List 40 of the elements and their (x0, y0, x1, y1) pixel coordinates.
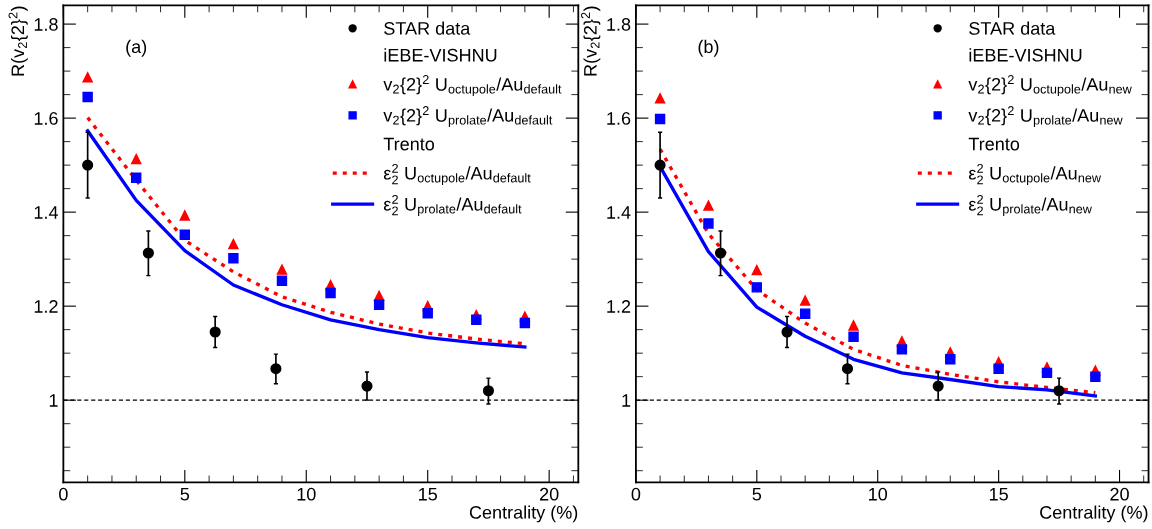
y-tick-label: 1.8 (607, 18, 631, 31)
y-tick-label: 1 (622, 394, 631, 407)
x-tick-label: 5 (180, 487, 190, 501)
x-tick-label: 20 (1110, 487, 1129, 501)
x-tick-label: 0 (631, 487, 641, 501)
annotation: Trento (968, 137, 1020, 151)
y-axis-title: R(v$_{2}${2}$^{2}$) (8, 6, 28, 76)
x-tick-label: 15 (419, 487, 437, 501)
x-tick-label: 10 (297, 487, 316, 501)
annotation: Trento (383, 137, 435, 151)
legend-label: v$_{2}${2}$^{2}$ U$_{prolate}$/Au$_{new}$ (968, 106, 1123, 128)
y-tick-label: 1.2 (607, 300, 631, 313)
legend-label: ε$^{2}$$_{2}$ U$_{prolate}$/Au$_{default}$ (383, 194, 522, 216)
x-tick-label: 10 (869, 487, 888, 501)
y-tick-label: 1.2 (34, 300, 58, 313)
annotation: iEBE-VISHNU (384, 48, 497, 62)
legend-label: ε$^{2}$$_{2}$ U$_{octupole}$/Au$_{default}$ (383, 163, 531, 185)
legend-label: STAR data (969, 21, 1056, 35)
legend-label: v$_{2}${2}$^{2}$ U$_{prolate}$/Au$_{default}$ (383, 106, 553, 128)
y-tick-label: 1.6 (34, 112, 58, 125)
legend-label: STAR data (384, 21, 471, 35)
x-tick-label: 5 (752, 487, 762, 501)
y-tick-label: 1.8 (34, 18, 58, 31)
y-tick-label: 1.6 (607, 112, 631, 125)
y-axis-title: R(v$_{2}${2}$^{2}$) (581, 6, 601, 76)
legend-label: v$_{2}${2}$^{2}$ U$_{octupole}$/Au$_{default}$ (383, 75, 562, 97)
y-tick-label: 1.4 (607, 206, 631, 219)
x-axis-title: Centrality (%) (469, 505, 578, 523)
y-tick-label: 1.4 (34, 206, 58, 219)
annotation: (b) (698, 39, 719, 57)
annotation: iEBE-VISHNU (969, 48, 1082, 62)
y-tick-label: 1 (49, 394, 58, 407)
x-tick-label: 20 (540, 487, 559, 501)
legend-label: ε$^{2}$$_{2}$ U$_{octupole}$/Au$_{new}$ (968, 163, 1102, 185)
x-tick-label: 15 (989, 487, 1008, 501)
x-axis-title: Centrality (%) (1040, 505, 1148, 523)
x-tick-label: 0 (59, 487, 68, 501)
legend-label: ε$^{2}$$_{2}$ U$_{prolate}$/Au$_{new}$ (968, 194, 1092, 216)
annotation: (a) (126, 39, 147, 57)
legend-label: v$_{2}${2}$^{2}$ U$_{octupole}$/Au$_{new}$ (968, 75, 1132, 97)
